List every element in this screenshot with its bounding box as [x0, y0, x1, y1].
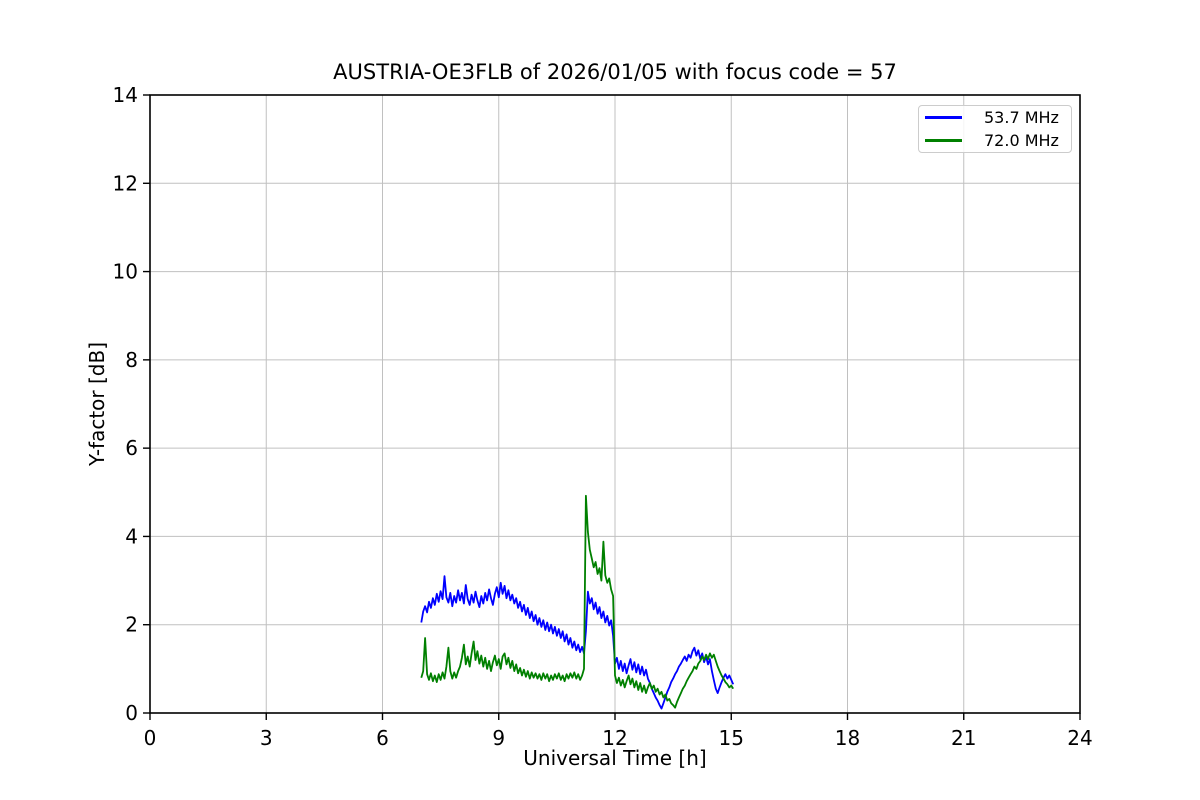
y-tick-label: 12	[113, 171, 138, 195]
legend-label: 53.7 MHz	[984, 108, 1059, 127]
legend: 53.7 MHz 72.0 MHz	[918, 105, 1072, 153]
legend-line-sample-green	[925, 139, 962, 142]
legend-entry: 53.7 MHz	[919, 106, 1071, 129]
legend-entry: 72.0 MHz	[919, 129, 1071, 152]
x-tick-label: 24	[1067, 726, 1092, 750]
x-tick-label: 6	[376, 726, 389, 750]
y-tick-label: 10	[113, 260, 138, 284]
x-axis-label: Universal Time [h]	[523, 746, 707, 770]
y-tick-label: 14	[113, 83, 138, 107]
legend-line-sample-blue	[925, 116, 962, 119]
y-tick-label: 8	[125, 348, 138, 372]
series-line-53.7-mhz	[420, 575, 735, 710]
chart-title: AUSTRIA-OE3FLB of 2026/01/05 with focus …	[333, 60, 897, 84]
x-tick-label: 0	[144, 726, 157, 750]
y-tick-label: 6	[125, 436, 138, 460]
x-tick-label: 15	[719, 726, 744, 750]
x-tick-label: 3	[260, 726, 273, 750]
legend-label: 72.0 MHz	[984, 131, 1059, 150]
x-tick-label: 21	[951, 726, 976, 750]
y-tick-label: 4	[125, 524, 138, 548]
x-tick-label: 12	[602, 726, 627, 750]
series-line-72.0-mhz	[420, 494, 734, 709]
y-tick-label: 0	[125, 701, 138, 725]
y-axis-label: Y-factor [dB]	[85, 341, 109, 467]
y-tick-label: 2	[125, 613, 138, 637]
x-tick-label: 18	[835, 726, 860, 750]
x-tick-label: 9	[492, 726, 505, 750]
